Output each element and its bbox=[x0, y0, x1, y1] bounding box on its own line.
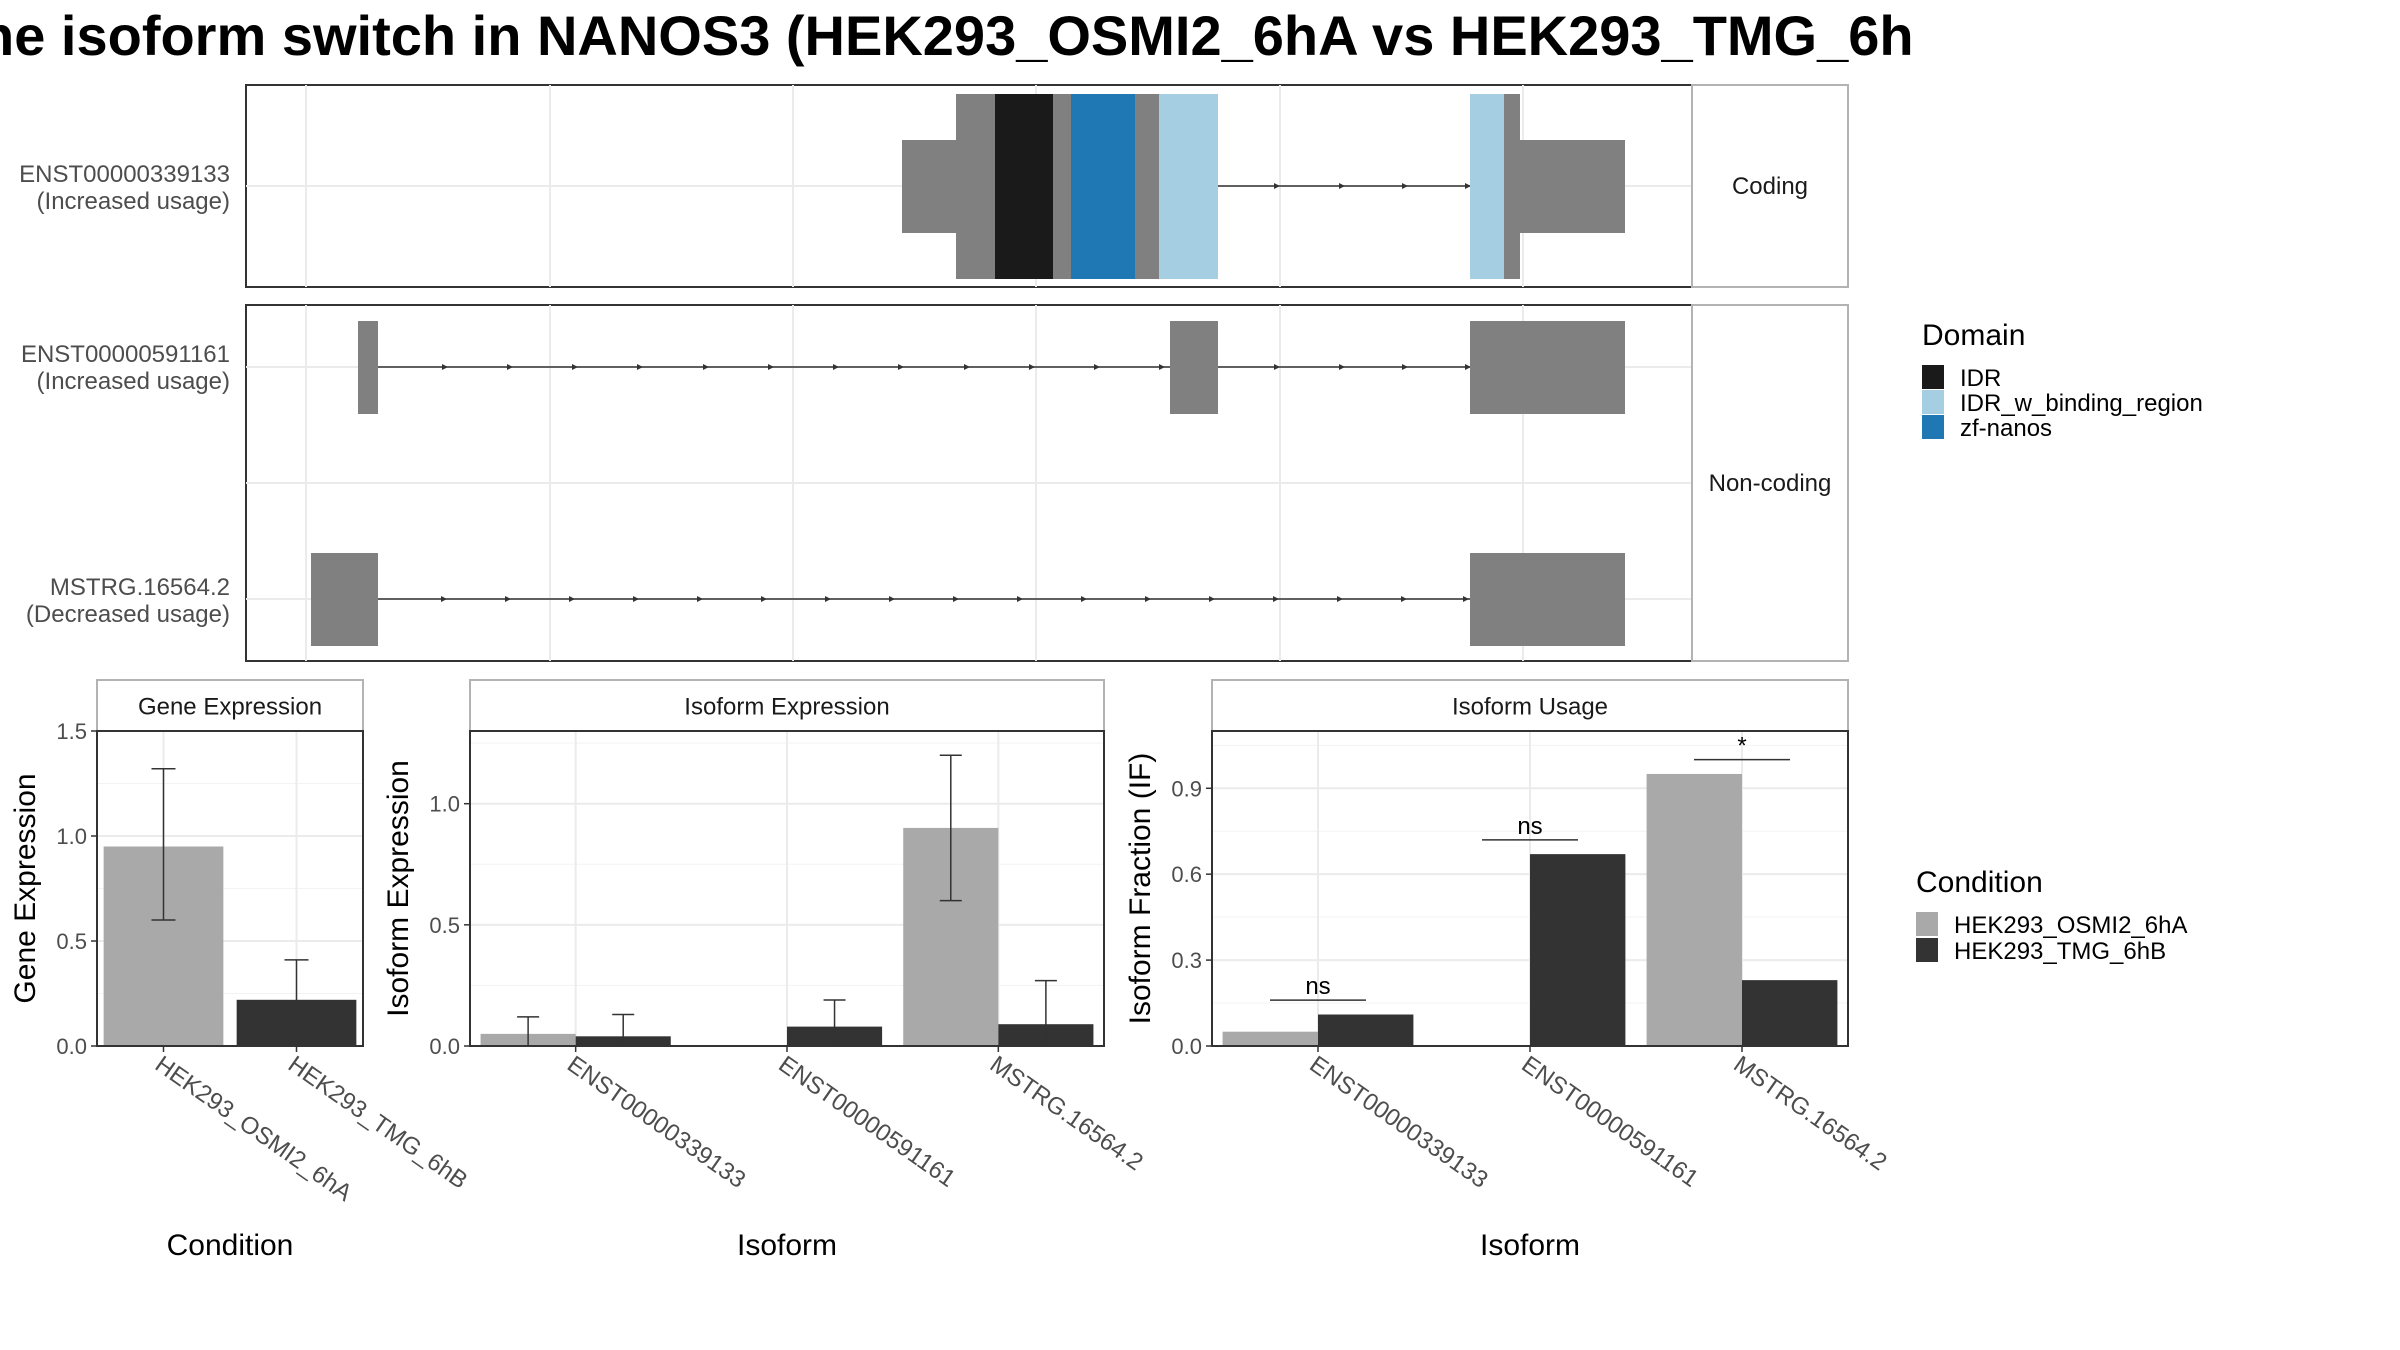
noncoding-facet-label: Non-coding bbox=[1709, 470, 1832, 497]
bar-HEK293_TMG_6hB-ENST00000591161 bbox=[1530, 854, 1626, 1046]
x-axis-title: Isoform bbox=[737, 1229, 837, 1262]
significance-label: * bbox=[1737, 733, 1746, 760]
y-tick-label: 0.0 bbox=[429, 1034, 460, 1059]
x-tick-label: ENST00000591161 bbox=[1517, 1051, 1704, 1193]
y-tick-label: 1.0 bbox=[429, 792, 460, 817]
transcript-usage-label: (Increased usage) bbox=[37, 368, 230, 395]
condition-legend-title: Condition bbox=[1916, 866, 2043, 899]
utr-block bbox=[1520, 140, 1625, 233]
x-tick-label: MSTRG.16564.2 bbox=[1729, 1051, 1892, 1176]
exon-block bbox=[1470, 553, 1625, 646]
exon-block bbox=[311, 553, 378, 646]
domain-legend-title: Domain bbox=[1922, 319, 2025, 352]
y-tick-label: 0.5 bbox=[56, 929, 87, 954]
panel-strip bbox=[96, 679, 364, 732]
legend-key-idr-w-binding-region bbox=[1922, 390, 1944, 414]
significance-label: ns bbox=[1517, 813, 1542, 840]
panel-border bbox=[96, 730, 364, 1047]
transcript-id-label: ENST00000339133 bbox=[19, 161, 230, 188]
transcript-ENST00000591161 bbox=[358, 321, 1625, 414]
legend-label-zf-nanos: zf-nanos bbox=[1960, 415, 2052, 442]
x-axis-title: Condition bbox=[167, 1229, 294, 1262]
x-axis-title: Isoform bbox=[1480, 1229, 1580, 1262]
x-tick-label: MSTRG.16564.2 bbox=[985, 1051, 1148, 1176]
legend-key-cond-b bbox=[1916, 938, 1938, 962]
isoform-expression-chart: Isoform Expression 0.0 0.5 1.0 ENST000003391… bbox=[382, 679, 1148, 1262]
transcript-usage-label: (Increased usage) bbox=[37, 188, 230, 215]
domain-zf-nanos bbox=[1071, 94, 1135, 279]
transcript-usage-label: (Decreased usage) bbox=[26, 601, 230, 628]
transcript-ENST00000339133 bbox=[902, 94, 1625, 279]
transcript-structure-panel: Coding ENST00000339133 (Increased usage) bbox=[19, 84, 1849, 662]
transcript-id-label: MSTRG.16564.2 bbox=[50, 574, 230, 601]
y-tick-label: 1.5 bbox=[56, 719, 87, 744]
intron-arrows bbox=[441, 596, 1469, 602]
bar-HEK293_TMG_6hB-MSTRG.16564.2 bbox=[1742, 980, 1838, 1046]
noncoding-facet-strip bbox=[1691, 304, 1849, 662]
legend-key-cond-a bbox=[1916, 912, 1938, 936]
bar-HEK293_TMG_6hB-ENST00000339133 bbox=[1318, 1014, 1414, 1046]
legend-label-idr: IDR bbox=[1960, 365, 2001, 392]
legend-label-cond-a: HEK293_OSMI2_6hA bbox=[1954, 912, 2187, 939]
domain-idr-w-binding-region bbox=[1470, 94, 1504, 279]
legend-label-cond-b: HEK293_TMG_6hB bbox=[1954, 938, 2166, 965]
x-tick-label: ENST00000339133 bbox=[1305, 1051, 1493, 1194]
legend-key-zf-nanos bbox=[1922, 415, 1944, 439]
y-tick-label: 0.6 bbox=[1171, 862, 1202, 887]
panel-title: Isoform Expression bbox=[684, 694, 889, 721]
y-tick-label: 0.0 bbox=[56, 1034, 87, 1059]
transcript-id-label: ENST00000591161 bbox=[21, 341, 230, 368]
y-tick-label: 1.0 bbox=[56, 824, 87, 849]
transcript-MSTRG.16564.2 bbox=[311, 553, 1625, 646]
bar-HEK293_OSMI2_6hA-ENST00000339133 bbox=[1222, 1031, 1318, 1046]
legend-label-idr-w-binding-region: IDR_w_binding_region bbox=[1960, 390, 2203, 417]
x-tick-label: ENST00000591161 bbox=[774, 1051, 961, 1193]
domain-idr-w-binding-region bbox=[1159, 94, 1218, 279]
y-axis-title: Isoform Fraction (IF) bbox=[1124, 753, 1157, 1025]
domain-idr bbox=[995, 94, 1053, 279]
domain-legend: Domain IDR IDR_w_binding_region zf-nanos bbox=[1922, 319, 2203, 442]
coding-facet-strip bbox=[1691, 84, 1849, 288]
exon-block bbox=[1470, 321, 1625, 414]
coding-facet-label: Coding bbox=[1732, 173, 1808, 200]
condition-legend: Condition HEK293_OSMI2_6hA HEK293_TMG_6h… bbox=[1916, 866, 2187, 965]
y-tick-label: 0.0 bbox=[1171, 1034, 1202, 1059]
y-axis-title: Gene Expression bbox=[9, 773, 42, 1003]
y-tick-label: 0.3 bbox=[1171, 948, 1202, 973]
panel-title: Gene Expression bbox=[138, 694, 322, 721]
y-axis-title: Isoform Expression bbox=[382, 760, 415, 1017]
y-tick-label: 0.5 bbox=[429, 913, 460, 938]
exon-block bbox=[1170, 321, 1218, 414]
legend-key-idr bbox=[1922, 365, 1944, 389]
bar-HEK293_OSMI2_6hA-MSTRG.16564.2 bbox=[1646, 773, 1742, 1046]
utr-block bbox=[902, 140, 956, 233]
x-tick-label: ENST00000339133 bbox=[562, 1051, 750, 1194]
significance-label: ns bbox=[1305, 973, 1330, 1000]
panel-title: Isoform Usage bbox=[1452, 694, 1608, 721]
exon-block bbox=[358, 321, 378, 414]
isoform-usage-chart: Isoform Usage 0.0 0.3 0.6 0.9 ns ns * ENST000003… bbox=[1124, 679, 1892, 1262]
figure-title: ne isoform switch in NANOS3 (HEK293_OSMI… bbox=[0, 4, 1914, 67]
y-tick-label: 0.9 bbox=[1171, 776, 1202, 801]
panel-strip bbox=[1211, 679, 1849, 732]
